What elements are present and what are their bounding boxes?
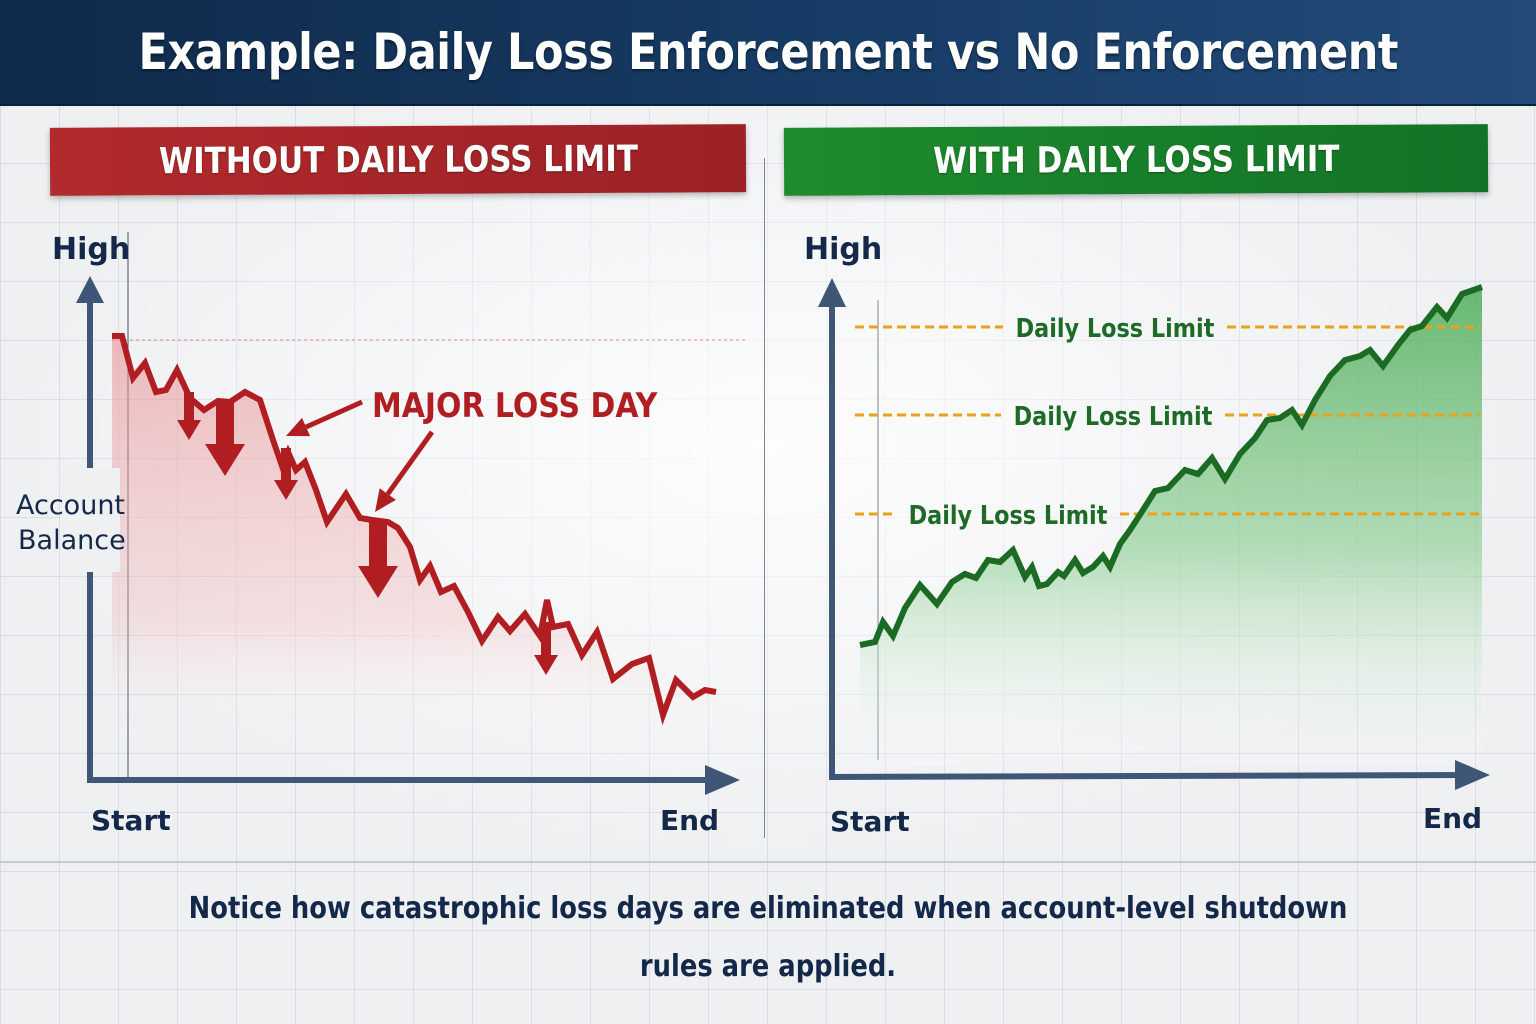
callout-arrow-shaft xyxy=(305,399,364,430)
left-balance-line xyxy=(112,333,717,726)
loss-down-arrow-icon xyxy=(358,522,398,598)
title-bar: Example: Daily Loss Enforcement vs No En… xyxy=(0,0,1536,106)
daily-loss-limit-label: Daily Loss Limit xyxy=(1014,400,1213,431)
right-area-fill xyxy=(860,287,1482,765)
left-x-end-label: End xyxy=(660,804,719,837)
right-x-end-label: End xyxy=(1423,802,1482,835)
right-balance-line xyxy=(859,284,1483,648)
left-x-axis-arrowhead-icon xyxy=(705,765,740,795)
y-axis-label-line2: Balance xyxy=(18,525,126,556)
major-loss-day-annotation: MAJOR LOSS DAY xyxy=(372,385,658,425)
callout-arrowhead-icon xyxy=(286,417,311,437)
page-title: Example: Daily Loss Enforcement vs No En… xyxy=(138,23,1398,81)
ylabel-gap xyxy=(60,468,120,572)
daily-loss-limit-label: Daily Loss Limit xyxy=(1016,312,1215,343)
footer-caption-line2: rules are applied. xyxy=(639,949,897,984)
callout-arrows xyxy=(286,399,435,512)
charts-canvas: MAJOR LOSS DAY High Account Balance Star… xyxy=(16,232,1490,838)
loss-day-arrows xyxy=(177,392,558,675)
right-x-start-label: Start xyxy=(830,805,910,838)
loss-down-arrow-icon xyxy=(205,400,245,476)
right-chart: Daily Loss Limit Daily Loss Limit Daily Lo… xyxy=(804,232,1490,838)
right-y-top-label: High xyxy=(804,232,882,267)
loss-down-arrow-icon xyxy=(534,622,558,675)
left-y-top-label: High xyxy=(52,232,130,267)
callout-arrow-shaft xyxy=(385,430,435,496)
daily-loss-limit-lines: Daily Loss Limit Daily Loss Limit Daily Lo… xyxy=(855,312,1480,530)
right-x-axis xyxy=(828,772,1469,780)
footer-divider xyxy=(0,861,1536,863)
footer-caption: Notice how catastrophic loss days are el… xyxy=(0,880,1536,996)
right-y-axis-arrowhead-icon xyxy=(818,278,846,307)
loss-down-arrow-icon xyxy=(177,392,201,440)
left-y-axis-arrowhead-icon xyxy=(76,276,104,303)
panel-divider xyxy=(764,158,765,838)
right-x-axis-arrowhead-icon xyxy=(1455,760,1490,790)
callout-arrowhead-icon xyxy=(375,488,396,512)
y-axis-label-line1: Account xyxy=(16,490,125,521)
loss-down-arrow-icon xyxy=(274,448,298,500)
left-area-fill xyxy=(112,336,716,740)
left-x-start-label: Start xyxy=(91,804,171,837)
daily-loss-limit-label: Daily Loss Limit xyxy=(909,499,1108,530)
footer-caption-line1: Notice how catastrophic loss days are el… xyxy=(188,891,1348,926)
left-chart: MAJOR LOSS DAY High Account Balance Star… xyxy=(16,232,745,837)
